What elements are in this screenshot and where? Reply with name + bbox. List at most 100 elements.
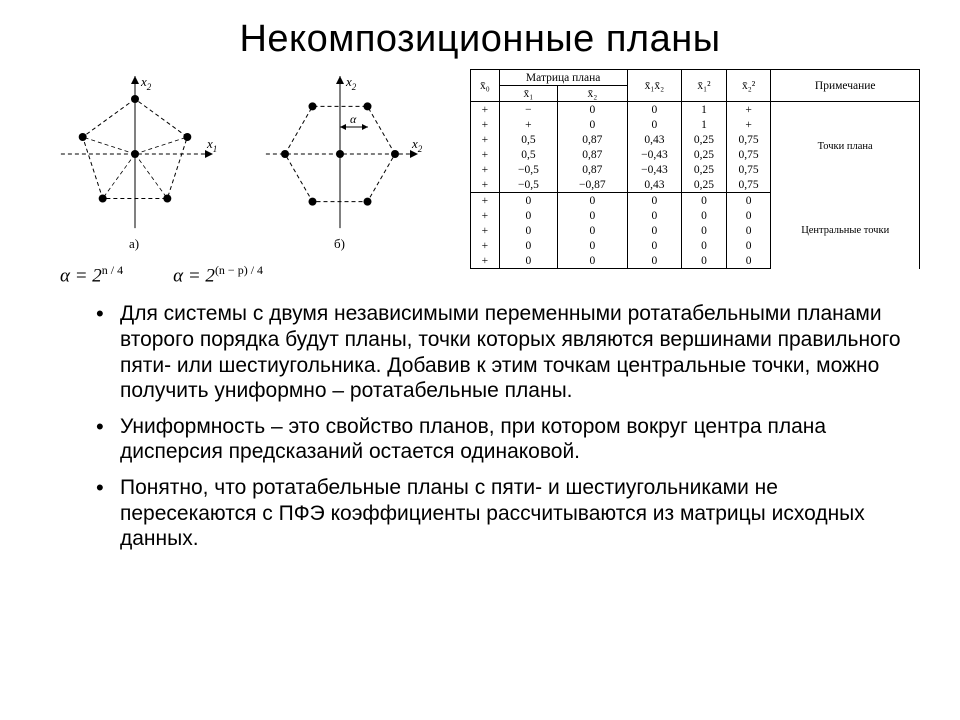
table-cell: + [471, 208, 500, 223]
table-cell: 0 [726, 193, 771, 209]
table-cell: 0 [726, 223, 771, 238]
table-cell: 0 [627, 102, 682, 118]
polygon-diagrams: x1 x2 а) x2 x2 α б) [40, 69, 460, 259]
table-cell: + [726, 102, 771, 118]
svg-text:x2: x2 [140, 74, 152, 92]
table-cell: + [499, 117, 557, 132]
table-cell: + [471, 147, 500, 162]
table-header: x̄₁x̄₂ [627, 70, 682, 102]
table-cell: 0 [499, 193, 557, 209]
table-cell: 0 [726, 208, 771, 223]
table-note: Точки плана [771, 102, 920, 193]
formula-2-base: α = 2 [173, 265, 215, 286]
table-cell: 0,87 [558, 147, 628, 162]
table-cell: −0,5 [499, 177, 557, 193]
table-cell: 0,75 [726, 177, 771, 193]
table-cell: 0 [558, 223, 628, 238]
table-cell: + [726, 117, 771, 132]
plan-table-wrap: x̄₀Матрица планаx̄₁x̄₂x̄₁²x̄₂²Примечание… [470, 69, 920, 269]
table-cell: 0 [558, 253, 628, 269]
table-cell: 0,43 [627, 132, 682, 147]
table-header: Матрица плана [499, 70, 627, 86]
table-cell: 0,75 [726, 162, 771, 177]
formula-1: α = 2n / 4 [60, 263, 123, 287]
table-cell: 0 [627, 253, 682, 269]
table-cell: 0 [627, 238, 682, 253]
table-cell: + [471, 177, 500, 193]
table-cell: 1 [682, 117, 727, 132]
table-cell: + [471, 253, 500, 269]
table-cell: + [471, 117, 500, 132]
table-cell: 0 [627, 117, 682, 132]
table-cell: 0 [499, 223, 557, 238]
table-cell: 0,87 [558, 162, 628, 177]
table-cell: 0 [726, 238, 771, 253]
table-cell: 0,87 [558, 132, 628, 147]
table-note: Центральные точки [771, 193, 920, 269]
table-cell: −0,43 [627, 162, 682, 177]
table-cell: 0 [558, 193, 628, 209]
table-cell: 0,75 [726, 147, 771, 162]
table-cell: + [471, 223, 500, 238]
bullet-list: Для системы с двумя независимыми перемен… [40, 301, 920, 551]
table-cell: 0,75 [726, 132, 771, 147]
svg-text:x2: x2 [345, 74, 357, 92]
table-cell: 0,25 [682, 177, 727, 193]
formula-1-base: α = 2 [60, 265, 102, 286]
svg-text:α: α [350, 112, 357, 126]
table-cell: 0 [627, 223, 682, 238]
table-cell: 0 [627, 193, 682, 209]
table-cell: −0,87 [558, 177, 628, 193]
diagrams-block: x1x2а)x2x2αб) α = 2n / 4 α = 2(n − p) / … [40, 69, 460, 287]
table-cell: 0 [558, 117, 628, 132]
table-header: x̄₀ [471, 70, 500, 102]
table-cell: 0 [499, 238, 557, 253]
table-cell: − [499, 102, 557, 118]
table-cell: 0,5 [499, 147, 557, 162]
bullet-item: Для системы с двумя независимыми перемен… [120, 301, 920, 403]
table-cell: 0 [499, 208, 557, 223]
table-cell: 0,5 [499, 132, 557, 147]
table-cell: 0 [558, 102, 628, 118]
formulas-row: α = 2n / 4 α = 2(n − p) / 4 [40, 263, 460, 287]
table-cell: + [471, 238, 500, 253]
table-cell: 0 [682, 253, 727, 269]
table-cell: −0,5 [499, 162, 557, 177]
table-cell: 0,25 [682, 132, 727, 147]
table-header: x̄₂² [726, 70, 771, 102]
table-cell: 0,25 [682, 162, 727, 177]
formula-2-exp: (n − p) / 4 [215, 263, 263, 277]
bullet-item: Униформность – это свойство планов, при … [120, 414, 920, 465]
table-cell: 0 [558, 208, 628, 223]
formula-1-exp: n / 4 [102, 263, 123, 277]
svg-text:x1: x1 [206, 136, 217, 154]
table-cell: 1 [682, 102, 727, 118]
table-cell: 0 [726, 253, 771, 269]
page-title: Некомпозиционные планы [40, 18, 920, 61]
table-cell: + [471, 102, 500, 118]
table-cell: + [471, 193, 500, 209]
table-cell: −0,43 [627, 147, 682, 162]
bullet-item: Понятно, что ротатабельные планы с пяти-… [120, 475, 920, 552]
table-cell: + [471, 162, 500, 177]
svg-text:а): а) [129, 236, 139, 251]
table-cell: 0 [682, 238, 727, 253]
table-cell: 0,43 [627, 177, 682, 193]
table-cell: 0 [558, 238, 628, 253]
table-header: Примечание [771, 70, 920, 102]
formula-2: α = 2(n − p) / 4 [173, 263, 263, 287]
table-header: x̄₁² [682, 70, 727, 102]
table-cell: 0 [682, 193, 727, 209]
table-cell: 0 [627, 208, 682, 223]
table-header: x̄₂ [558, 86, 628, 102]
table-cell: 0,25 [682, 147, 727, 162]
svg-text:x2: x2 [411, 136, 423, 154]
svg-text:б): б) [334, 236, 345, 251]
table-cell: + [471, 132, 500, 147]
table-cell: 0 [682, 223, 727, 238]
table-cell: 0 [682, 208, 727, 223]
table-header: x̄₁ [499, 86, 557, 102]
plan-matrix-table: x̄₀Матрица планаx̄₁x̄₂x̄₁²x̄₂²Примечание… [470, 69, 920, 269]
slide: Некомпозиционные планы x1 x2 а) x2 x2 α б) α =… [0, 0, 960, 720]
upper-row: x1x2а)x2x2αб) α = 2n / 4 α = 2(n − p) / … [40, 69, 920, 287]
